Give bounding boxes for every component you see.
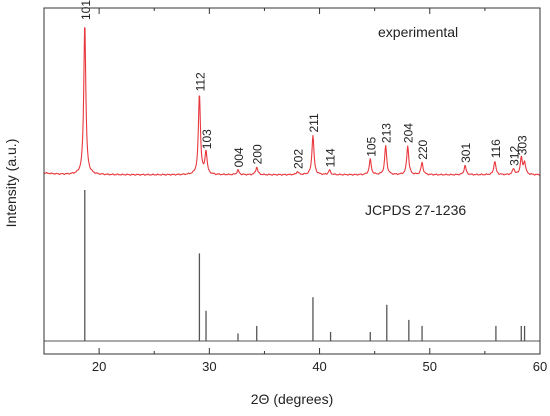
x-tick-label: 30	[202, 359, 216, 374]
experimental-series-label: experimental	[378, 24, 458, 40]
y-axis-title: Intensity (a.u.)	[3, 139, 19, 228]
peak-label-213: 213	[380, 123, 394, 143]
reference-series-label: JCPDS 27-1236	[365, 202, 466, 218]
peak-label-112: 112	[193, 72, 207, 91]
peak-label-103: 103	[200, 129, 214, 149]
peak-label-101: 101	[79, 0, 93, 20]
peak-label-204: 204	[402, 123, 416, 143]
peak-label-105: 105	[364, 136, 378, 156]
peak-label-114: 114	[324, 148, 338, 167]
peak-label-303: 303	[515, 135, 529, 155]
peak-label-116: 116	[489, 139, 503, 158]
peak-label-004: 004	[232, 147, 246, 167]
peak-label-220: 220	[416, 139, 430, 159]
peak-label-202: 202	[292, 149, 306, 169]
x-axis-title: 2Θ (degrees)	[251, 391, 333, 407]
peak-label-301: 301	[459, 143, 473, 163]
x-tick-label: 60	[533, 359, 547, 374]
x-tick-label: 50	[423, 359, 437, 374]
peak-label-211: 211	[307, 113, 321, 132]
plot-frame	[43, 7, 541, 355]
x-tick-label: 40	[312, 359, 326, 374]
experimental-series-line	[43, 27, 541, 176]
peak-label-200: 200	[251, 144, 265, 164]
axes: 20 30 40 50 60	[43, 7, 547, 374]
x-tick-label: 20	[92, 359, 106, 374]
peak-label-312: 312	[508, 146, 522, 166]
